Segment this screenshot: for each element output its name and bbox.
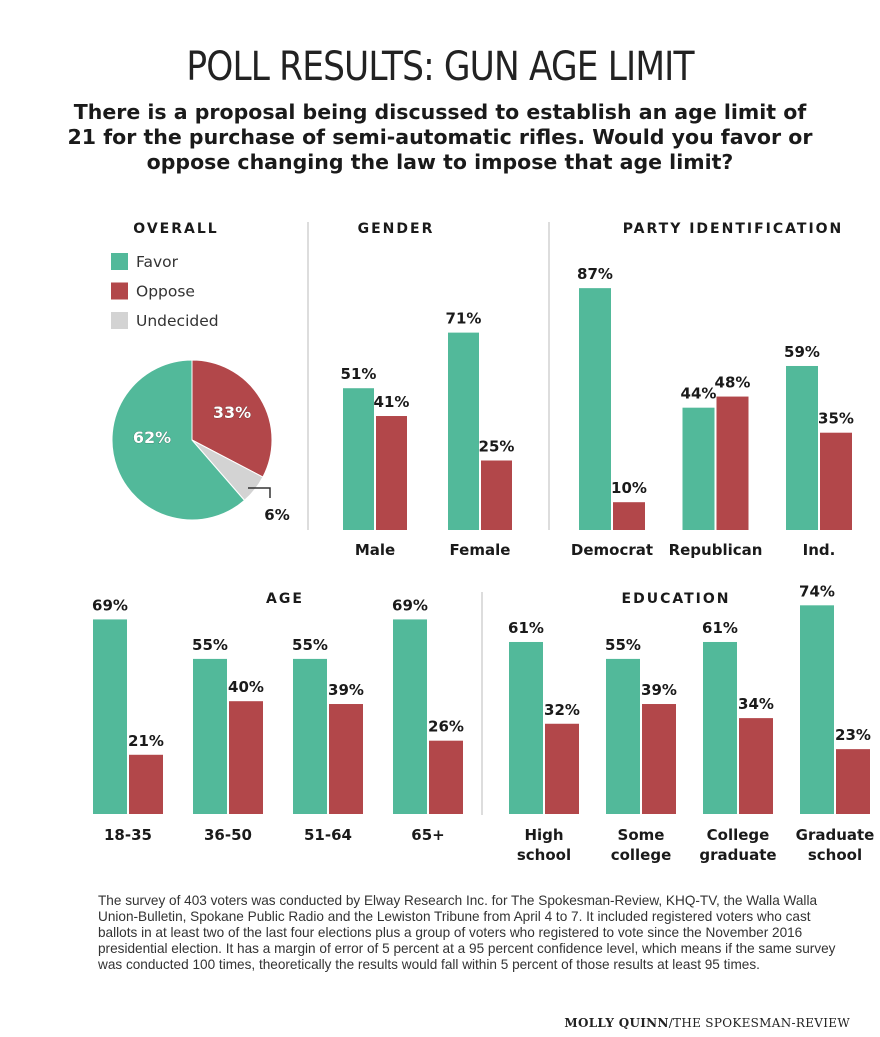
age-bar-51-64-oppose (329, 704, 363, 814)
gender-value-female-favor: 71% (446, 310, 482, 328)
pie-slice-favor (111, 359, 246, 521)
education-value-college-graduate-oppose: 34% (738, 695, 774, 713)
party-value-democrat-favor: 87% (577, 265, 613, 283)
survey-footnote: The survey of 403 voters was conducted b… (98, 893, 836, 972)
party-bar-ind-oppose (820, 432, 852, 530)
age-bar-36-50-oppose (229, 701, 263, 814)
credit-line: MOLLY QUINN/THE SPOKESMAN-REVIEW (564, 1016, 850, 1030)
party-value-republican-favor: 44% (681, 385, 717, 403)
gender-category-female: Female (450, 541, 511, 559)
education-value-some-college-favor: 55% (605, 636, 641, 654)
age-bar-65-favor (393, 619, 427, 814)
age-category-51-64: 51-64 (304, 826, 352, 844)
party-value-democrat-oppose: 10% (611, 479, 647, 497)
education-value-college-graduate-favor: 61% (702, 619, 738, 637)
age-value-65-oppose: 26% (428, 718, 464, 736)
education-bar-graduate-school-favor (800, 605, 834, 814)
party-bar-democrat-favor (579, 288, 611, 530)
party-bar-ind-favor (786, 365, 818, 530)
party-value-ind-oppose: 35% (818, 410, 854, 428)
age-value-51-64-oppose: 39% (328, 681, 364, 699)
gender-bar-male-oppose (376, 416, 407, 530)
age-value-51-64-favor: 55% (292, 636, 328, 654)
age-value-18-35-favor: 69% (92, 596, 128, 614)
age-category-18-35: 18-35 (104, 826, 152, 844)
education-value-graduate-school-favor: 74% (799, 582, 835, 600)
education-bar-high-school-favor (509, 641, 543, 814)
gender-category-male: Male (355, 541, 395, 559)
education-category-some-college-line2: college (611, 846, 672, 864)
credit-author: MOLLY QUINN (564, 1016, 669, 1030)
age-category-36-50: 36-50 (204, 826, 252, 844)
gender-bar-female-oppose (481, 460, 512, 530)
credit-source: /THE SPOKESMAN-REVIEW (668, 1016, 850, 1030)
age-bar-18-35-oppose (129, 754, 163, 814)
party-category-republican: Republican (669, 541, 763, 559)
age-bar-65-oppose (429, 740, 463, 814)
education-bar-graduate-school-oppose (836, 749, 870, 814)
age-value-36-50-oppose: 40% (228, 678, 264, 696)
party-bar-republican-oppose (716, 396, 749, 530)
gender-value-male-oppose: 41% (374, 393, 410, 411)
education-bar-college-graduate-oppose (739, 718, 773, 814)
age-bar-18-35-favor (93, 619, 127, 814)
party-category-democrat: Democrat (571, 541, 653, 559)
education-category-high-school-line2: school (517, 846, 571, 864)
education-bar-college-graduate-favor (703, 641, 737, 814)
gender-title: GENDER (358, 221, 435, 237)
gender-bar-male-favor (343, 388, 374, 530)
party-category-ind: Ind. (803, 541, 836, 559)
legend-label-favor: Favor (136, 253, 179, 271)
legend-swatch-favor (111, 253, 128, 270)
age-category-65: 65+ (411, 826, 444, 844)
education-category-college-graduate-line2: graduate (699, 846, 776, 864)
education-category-college-graduate-line1: College (707, 826, 770, 844)
education-bar-some-college-favor (606, 658, 640, 814)
legend-swatch-undecided (111, 312, 128, 329)
education-title: EDUCATION (622, 591, 731, 607)
party-bar-democrat-oppose (613, 502, 645, 530)
legend-label-oppose: Oppose (136, 283, 195, 301)
gender-value-female-oppose: 25% (479, 438, 515, 456)
education-value-some-college-oppose: 39% (641, 681, 677, 699)
education-category-some-college-line1: Some (618, 826, 665, 844)
pie-label-oppose: 33% (213, 403, 251, 422)
pie-slice-oppose (191, 359, 273, 478)
education-value-high-school-oppose: 32% (544, 701, 580, 719)
party-value-republican-oppose: 48% (715, 374, 751, 392)
gender-bar-female-favor (448, 332, 479, 530)
pie-leader-undecided (248, 487, 271, 498)
poll-question: There is a proposal being discussed to e… (67, 100, 813, 174)
education-category-graduate-school-line1: Graduate (796, 826, 875, 844)
age-value-18-35-oppose: 21% (128, 732, 164, 750)
age-bar-36-50-favor (193, 658, 227, 814)
party-value-ind-favor: 59% (784, 343, 820, 361)
education-bar-high-school-oppose (545, 723, 579, 814)
legend-swatch-oppose (111, 282, 128, 300)
party-bar-republican-favor (682, 407, 715, 530)
age-value-65-favor: 69% (392, 596, 428, 614)
page-title: POLL RESULTS: GUN AGE LIMIT (186, 44, 694, 90)
education-bar-some-college-oppose (642, 704, 676, 814)
overall-title: OVERALL (133, 221, 218, 237)
legend-label-undecided: Undecided (136, 312, 219, 330)
gender-value-male-favor: 51% (341, 365, 377, 383)
pie-label-undecided: 6% (264, 506, 289, 524)
education-value-graduate-school-oppose: 23% (835, 726, 871, 744)
age-value-36-50-favor: 55% (192, 636, 228, 654)
age-title: AGE (266, 591, 304, 607)
education-category-high-school-line1: High (524, 826, 563, 844)
age-bar-51-64-favor (293, 658, 327, 814)
education-category-graduate-school-line2: school (808, 846, 862, 864)
party-title: PARTY IDENTIFICATION (623, 221, 844, 237)
pie-label-favor: 62% (133, 428, 171, 447)
education-value-high-school-favor: 61% (508, 619, 544, 637)
